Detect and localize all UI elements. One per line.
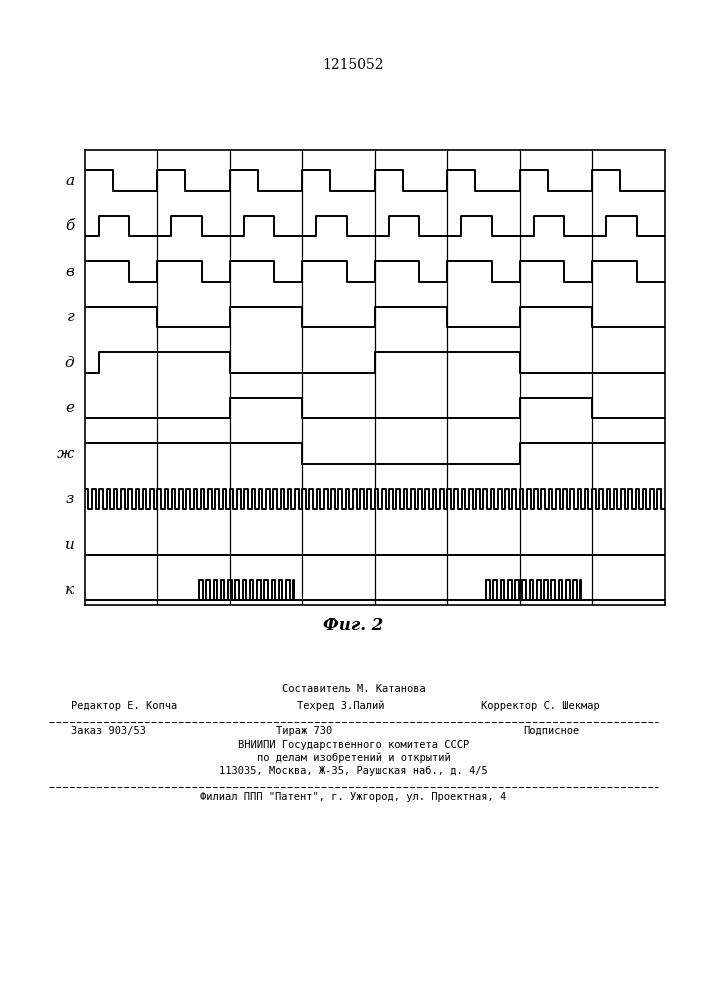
Text: Филиал ППП "Патент", г. Ужгород, ул. Проектная, 4: Филиал ППП "Патент", г. Ужгород, ул. Про… <box>200 792 507 802</box>
Text: Составитель М. Катанова: Составитель М. Катанова <box>281 684 426 694</box>
Text: ж: ж <box>57 447 74 461</box>
Text: б: б <box>65 219 74 233</box>
Text: д: д <box>65 356 74 370</box>
Text: Тираж 730: Тираж 730 <box>276 726 332 736</box>
Text: Фиг. 2: Фиг. 2 <box>323 616 384 634</box>
Text: Заказ 903/53: Заказ 903/53 <box>71 726 146 736</box>
Text: по делам изобретений и открытий: по делам изобретений и открытий <box>257 752 450 763</box>
Text: Техред З.Палий: Техред З.Палий <box>297 700 385 711</box>
Text: е: е <box>66 401 74 415</box>
Text: 113035, Москва, Ж-35, Раушская наб., д. 4/5: 113035, Москва, Ж-35, Раушская наб., д. … <box>219 766 488 776</box>
Text: Подписное: Подписное <box>523 726 580 736</box>
Text: з: з <box>66 492 74 506</box>
Text: Редактор Е. Копча: Редактор Е. Копча <box>71 701 177 711</box>
Text: 1215052: 1215052 <box>323 58 384 72</box>
Text: ВНИИПИ Государственного комитета СССР: ВНИИПИ Государственного комитета СССР <box>238 740 469 750</box>
Text: в: в <box>66 265 74 279</box>
Text: и: и <box>64 538 74 552</box>
Text: а: а <box>65 174 74 188</box>
Text: Корректор С. Шекмар: Корректор С. Шекмар <box>481 701 600 711</box>
Text: г: г <box>66 310 74 324</box>
Text: к: к <box>65 583 74 597</box>
